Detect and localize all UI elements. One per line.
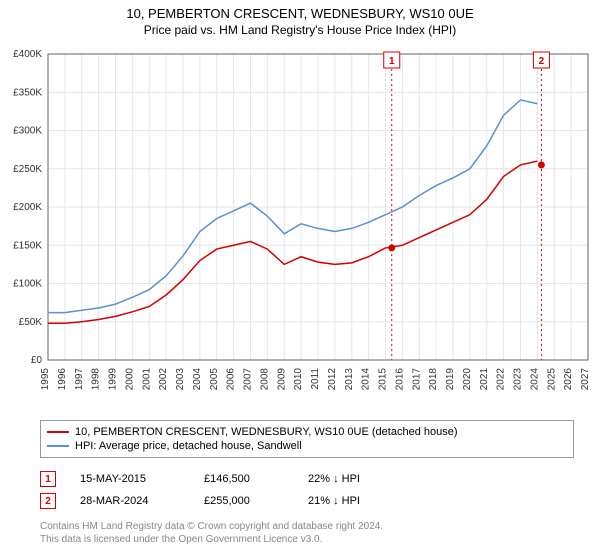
sale-price: £146,500 xyxy=(204,473,284,485)
svg-text:2005: 2005 xyxy=(209,368,220,391)
svg-text:2012: 2012 xyxy=(327,368,338,391)
chart-title: 10, PEMBERTON CRESCENT, WEDNESBURY, WS10… xyxy=(0,6,600,21)
sale-date: 15-MAY-2015 xyxy=(80,473,180,485)
svg-text:£200K: £200K xyxy=(13,202,42,213)
svg-text:2002: 2002 xyxy=(158,368,169,391)
svg-text:£350K: £350K xyxy=(13,87,42,98)
legend-label: 10, PEMBERTON CRESCENT, WEDNESBURY, WS10… xyxy=(75,426,458,438)
svg-text:2009: 2009 xyxy=(276,368,287,391)
svg-text:1999: 1999 xyxy=(108,368,119,391)
license-text: Contains HM Land Registry data © Crown c… xyxy=(40,520,560,546)
svg-text:2025: 2025 xyxy=(546,368,557,391)
svg-text:2014: 2014 xyxy=(361,368,372,391)
svg-text:£250K: £250K xyxy=(13,164,42,175)
svg-text:£400K: £400K xyxy=(13,49,42,60)
svg-text:2018: 2018 xyxy=(428,368,439,391)
legend-item-price-paid: 10, PEMBERTON CRESCENT, WEDNESBURY, WS10… xyxy=(47,425,567,439)
line-chart: £0 £50K £100K £150K £200K £250K £300K £350K £400… xyxy=(0,44,600,414)
svg-text:2007: 2007 xyxy=(243,368,254,391)
legend-label: HPI: Average price, detached house, Sand… xyxy=(75,440,302,452)
svg-text:2017: 2017 xyxy=(411,368,422,391)
sale-date: 28-MAR-2024 xyxy=(80,495,180,507)
svg-text:2004: 2004 xyxy=(192,368,203,391)
svg-text:2027: 2027 xyxy=(580,368,591,391)
sale-row-2: 2 28-MAR-2024 £255,000 21% ↓ HPI xyxy=(40,490,560,512)
svg-text:2019: 2019 xyxy=(445,368,456,391)
svg-text:2022: 2022 xyxy=(496,368,507,391)
svg-text:2006: 2006 xyxy=(226,368,237,391)
svg-text:2010: 2010 xyxy=(293,368,304,391)
svg-text:£50K: £50K xyxy=(19,317,43,328)
svg-text:1996: 1996 xyxy=(57,368,68,391)
svg-text:2008: 2008 xyxy=(259,368,270,391)
svg-text:£0: £0 xyxy=(31,355,43,366)
chart-legend: 10, PEMBERTON CRESCENT, WEDNESBURY, WS10… xyxy=(40,420,574,458)
svg-text:2: 2 xyxy=(539,56,545,67)
legend-swatch xyxy=(47,431,69,433)
svg-text:2011: 2011 xyxy=(310,368,321,390)
svg-text:2001: 2001 xyxy=(141,368,152,391)
svg-text:2000: 2000 xyxy=(124,368,135,391)
svg-text:2026: 2026 xyxy=(563,368,574,391)
sale-row-1: 1 15-MAY-2015 £146,500 22% ↓ HPI xyxy=(40,468,560,490)
sale-marker-icon: 1 xyxy=(40,471,56,487)
svg-text:2016: 2016 xyxy=(394,368,405,391)
legend-swatch xyxy=(47,445,69,447)
svg-text:2021: 2021 xyxy=(479,368,490,391)
svg-text:£100K: £100K xyxy=(13,279,42,290)
svg-text:1998: 1998 xyxy=(91,368,102,391)
sale-price: £255,000 xyxy=(204,495,284,507)
svg-text:1995: 1995 xyxy=(40,368,51,391)
svg-text:2024: 2024 xyxy=(529,368,540,391)
sale-markers-table: 1 15-MAY-2015 £146,500 22% ↓ HPI 2 28-MA… xyxy=(40,468,560,512)
svg-text:£300K: £300K xyxy=(13,126,42,137)
svg-text:1: 1 xyxy=(389,56,395,67)
svg-text:2013: 2013 xyxy=(344,368,355,391)
svg-text:2020: 2020 xyxy=(462,368,473,391)
sale-pct: 21% ↓ HPI xyxy=(308,495,398,507)
sale-marker-icon: 2 xyxy=(40,493,56,509)
svg-text:2015: 2015 xyxy=(378,368,389,391)
svg-text:£150K: £150K xyxy=(13,240,42,251)
legend-item-hpi: HPI: Average price, detached house, Sand… xyxy=(47,439,567,453)
svg-text:1997: 1997 xyxy=(74,368,85,391)
sale-pct: 22% ↓ HPI xyxy=(308,473,398,485)
svg-text:2023: 2023 xyxy=(513,368,524,391)
svg-text:2003: 2003 xyxy=(175,368,186,391)
chart-subtitle: Price paid vs. HM Land Registry's House … xyxy=(0,23,600,37)
